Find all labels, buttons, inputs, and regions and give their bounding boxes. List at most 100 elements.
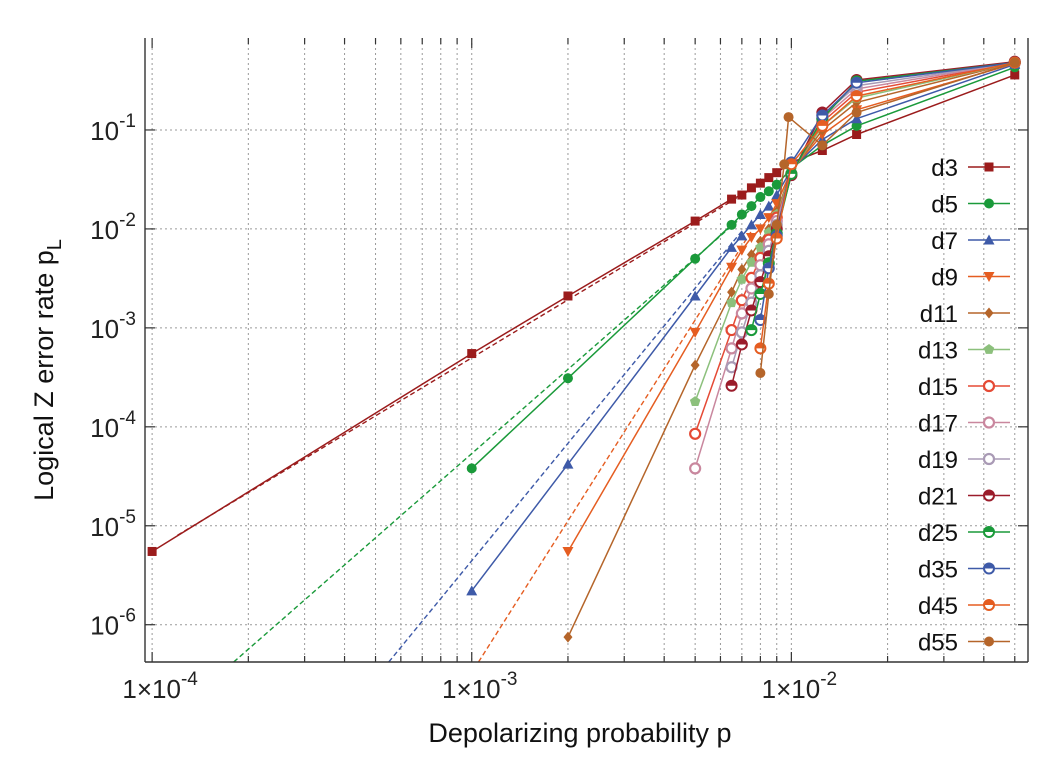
legend-marker-d21	[983, 489, 995, 502]
data-point-d7	[745, 219, 757, 230]
data-point-d55	[771, 219, 782, 230]
data-point-d55	[755, 367, 766, 378]
legend-label-d19: d19	[918, 447, 958, 474]
data-point-d55	[779, 159, 790, 170]
x-tick-label: 1×10-4	[122, 669, 198, 704]
data-point-d5	[763, 186, 774, 197]
legend-marker-d45	[983, 599, 995, 611]
series-d25	[745, 56, 1021, 337]
legend-marker-d17	[982, 416, 996, 429]
data-point-d9	[562, 546, 574, 557]
data-point-d45	[762, 277, 775, 290]
legend-label-d15: d15	[918, 374, 958, 401]
data-point-d35-half	[755, 315, 766, 321]
legend-marker-d3	[984, 162, 994, 172]
y-tick-label-base: 10	[90, 215, 119, 245]
data-point-d17	[725, 342, 738, 355]
y-tick-label-base: 10	[90, 413, 119, 443]
legend-marker-d35	[983, 562, 995, 575]
data-point-d21-half	[755, 277, 766, 283]
data-point-d3	[690, 216, 700, 226]
legend-label-d25: d25	[918, 520, 958, 547]
y-tick-label-exp: -1	[119, 111, 136, 132]
data-point-d55	[851, 107, 862, 118]
legend-label-d11: d11	[920, 301, 958, 328]
data-point-d5	[690, 253, 701, 264]
data-point-d55	[763, 288, 774, 299]
x-tick-label-exp: -2	[820, 669, 837, 690]
y-tick-label-base: 10	[90, 512, 119, 542]
data-point-d55	[1009, 57, 1020, 68]
y-tick-label-base: 10	[90, 611, 119, 641]
legend-label-d7: d7	[931, 228, 958, 255]
x-tick-label-base: 1×10	[762, 674, 821, 704]
data-point-d45-half	[771, 233, 782, 239]
data-point-d3	[772, 168, 782, 178]
y-tick-label: 10-6	[90, 606, 136, 641]
data-point-d3	[147, 546, 157, 556]
legend-marker-d35-half	[984, 563, 994, 569]
series-line-d45	[759, 61, 1015, 349]
fit-lines	[177, 173, 778, 662]
data-point-d7	[736, 230, 748, 241]
series-line-d9	[567, 62, 1016, 552]
series-d3	[147, 70, 1020, 556]
legend-marker-d9	[983, 272, 995, 282]
data-point-d55	[783, 112, 794, 123]
data-point-d3	[467, 349, 477, 359]
data-point-d35	[816, 109, 829, 122]
grid	[145, 38, 1028, 662]
data-point-d45-half	[763, 278, 774, 284]
data-point-d45	[770, 232, 783, 245]
data-point-d7	[851, 113, 863, 124]
data-point-d9	[745, 232, 757, 243]
data-point-d3	[764, 173, 774, 183]
y-tick-label: 10-3	[90, 309, 136, 344]
y-axis-label: Logical Z error rate pL	[29, 239, 66, 501]
data-point-d3	[746, 183, 756, 193]
data-point-d5	[851, 120, 862, 131]
data-point-d5	[466, 463, 477, 474]
y-axis-label-main: Logical Z error rate p	[29, 250, 59, 501]
y-tick-label-exp: -4	[119, 408, 136, 429]
legend-label-d21: d21	[918, 484, 958, 511]
data-point-d17	[735, 307, 748, 320]
data-point-d7	[726, 241, 738, 252]
axes	[144, 38, 1029, 663]
data-point-d21-half	[746, 305, 757, 311]
legend-marker-d5	[984, 198, 994, 209]
data-point-d3	[727, 194, 737, 204]
legend-marker-d19	[982, 452, 996, 466]
legend-marker-d55	[984, 636, 994, 647]
data-point-d7	[754, 208, 766, 219]
legend-marker-d45-half	[984, 600, 994, 605]
data-point-d7	[562, 458, 574, 469]
legend-label-d9: d9	[931, 265, 958, 292]
data-point-d9	[726, 262, 738, 273]
legend-marker-d15	[982, 379, 996, 393]
series-line-d55	[759, 61, 1016, 374]
legend-marker-d13	[983, 344, 995, 354]
data-point-d21	[735, 338, 748, 351]
data-point-d25	[745, 324, 758, 337]
data-point-d3	[737, 190, 747, 200]
y-tick-label: 10-4	[90, 408, 136, 443]
data-point-d5	[746, 201, 757, 212]
legend-marker-d7	[983, 234, 995, 245]
series-group	[147, 55, 1021, 643]
data-point-d35-half	[851, 77, 862, 83]
data-point-d13	[736, 273, 748, 284]
data-point-d5	[726, 219, 737, 230]
y-tick-label: 10-1	[90, 111, 136, 146]
x-tick-label-base: 1×10	[122, 674, 181, 704]
fit-line-d9	[477, 230, 753, 662]
legend-marker-d11	[984, 307, 994, 319]
data-point-d13	[746, 256, 757, 267]
data-point-d3	[852, 129, 862, 139]
data-point-d45-half	[851, 91, 862, 97]
data-point-d11	[563, 631, 573, 643]
data-point-d11	[737, 263, 747, 275]
data-point-d7	[763, 200, 775, 211]
data-point-d9	[736, 245, 748, 256]
x-tick-label-exp: -4	[181, 669, 198, 690]
